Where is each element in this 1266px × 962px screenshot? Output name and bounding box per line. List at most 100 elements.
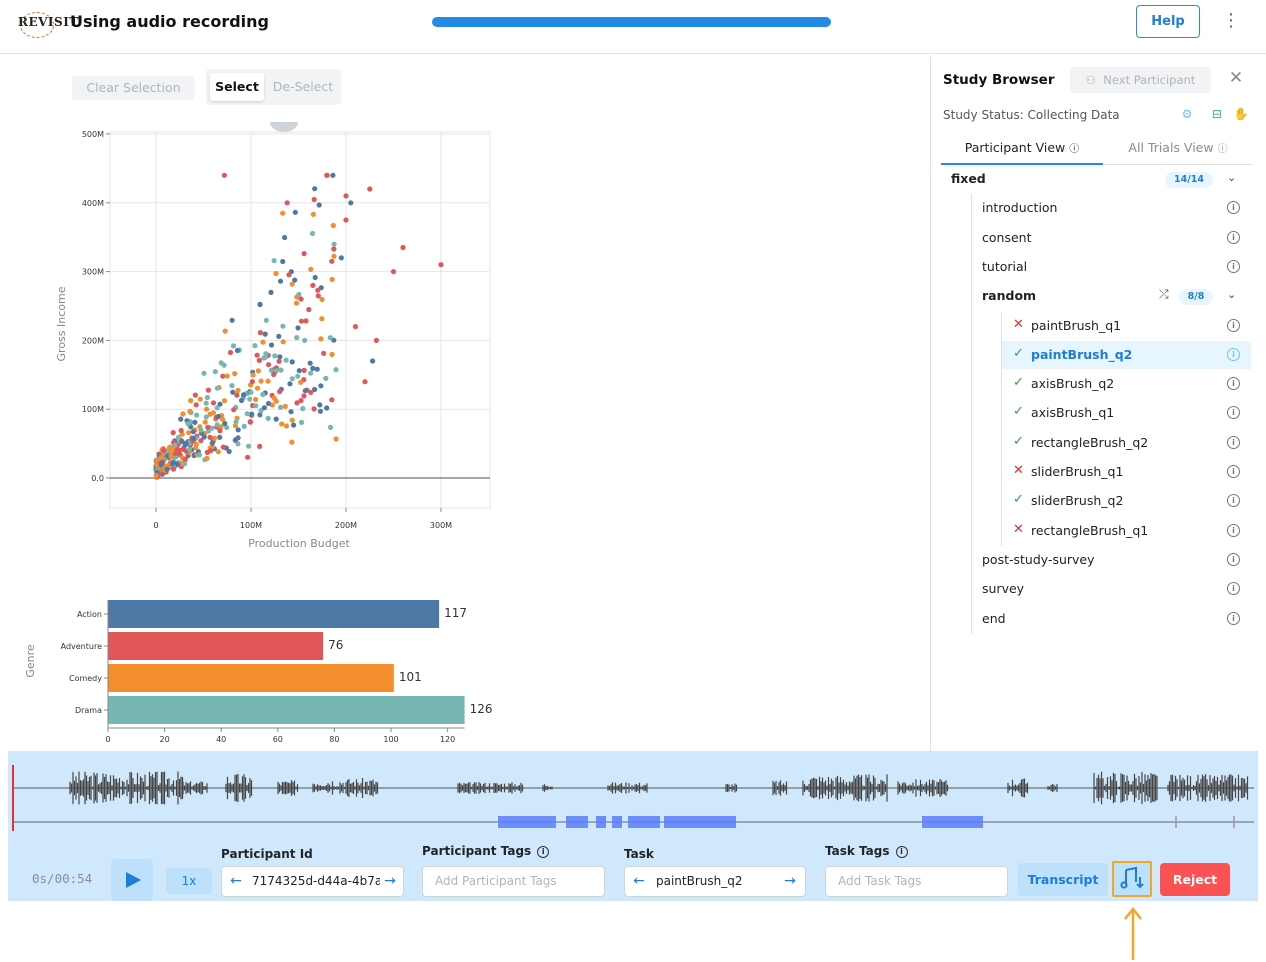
chevron-down-icon[interactable]: ⌄ <box>1227 288 1237 302</box>
chevron-down-icon[interactable]: ⌄ <box>1227 171 1237 184</box>
tree-item-introduction[interactable]: introduction i <box>931 194 1266 222</box>
tab-participant-view[interactable]: Participant View ⓘ <box>941 133 1103 165</box>
select-button[interactable]: Select <box>210 73 264 101</box>
tree-item-axisBrush_q1[interactable]: axisBrush_q1 ✓ i <box>931 399 1266 427</box>
scatter-tick-label-x: 0 <box>153 521 158 530</box>
participant-tags-input[interactable]: Add Participant Tags <box>422 866 605 897</box>
info-icon[interactable]: i <box>1227 435 1240 449</box>
playback-speed-button[interactable]: 1x <box>166 868 212 894</box>
tree-item-label: rectangleBrush_q2 <box>1031 434 1149 450</box>
scatter-point <box>283 357 289 363</box>
scatter-point <box>273 398 279 404</box>
hand-icon[interactable]: ✋ <box>1233 107 1249 121</box>
info-icon[interactable]: i <box>1227 347 1240 361</box>
scatter-point <box>229 383 235 389</box>
play-button[interactable] <box>111 859 153 901</box>
tree-block-fixed[interactable]: fixed 14/14 ⌄ <box>931 165 1266 193</box>
genre-bar-chart[interactable]: 117 76 101 126 Action Adventure Comedy Drama 0 2… <box>18 588 498 750</box>
info-icon[interactable]: i <box>1227 406 1240 420</box>
scatter-point <box>362 379 368 385</box>
tree-item-sliderBrush_q1[interactable]: sliderBrush_q1 ✕ i <box>931 458 1266 486</box>
scatter-point <box>190 429 196 435</box>
clear-selection-button[interactable]: Clear Selection <box>72 76 195 100</box>
scatter-point <box>187 408 193 414</box>
info-icon[interactable]: i <box>1227 523 1240 537</box>
scatter-point <box>244 411 250 417</box>
tree-item-axisBrush_q2[interactable]: axisBrush_q2 ✓ i <box>931 370 1266 398</box>
arrow-left-icon[interactable]: ← <box>633 873 645 889</box>
brush-handle-icon[interactable] <box>270 122 298 132</box>
info-icon[interactable]: i <box>1227 230 1240 244</box>
arrow-right-icon[interactable]: → <box>380 867 400 896</box>
transcript-button[interactable]: Transcript <box>1018 863 1108 896</box>
scatter-point <box>258 378 264 384</box>
tree-block-random[interactable]: random 8/8 ⌄ <box>931 282 1266 310</box>
info-icon[interactable]: i <box>1227 465 1240 478</box>
info-icon[interactable]: i <box>1227 259 1240 273</box>
tree-item-post-study-survey[interactable]: post-study-survey i <box>931 546 1266 574</box>
tree-item-rectangleBrush_q2[interactable]: rectangleBrush_q2 ✓ i <box>931 429 1266 457</box>
scatter-point <box>291 422 297 428</box>
settings-search-icon[interactable]: ⚙ <box>1181 107 1193 121</box>
scatter-point <box>327 424 334 430</box>
transcript-segment <box>922 816 983 828</box>
scatter-point <box>273 368 279 374</box>
info-icon[interactable]: i <box>1227 201 1240 215</box>
info-icon[interactable]: i <box>1227 611 1240 625</box>
tab-all-trials-view[interactable]: All Trials View ⓘ <box>1103 133 1253 165</box>
scatter-point <box>338 255 344 261</box>
kebab-icon[interactable]: ⋮ <box>1222 10 1240 31</box>
info-icon[interactable]: i <box>1227 494 1240 508</box>
audio-waveform[interactable] <box>8 759 1258 839</box>
download-audio-button[interactable] <box>1112 861 1152 897</box>
info-icon[interactable]: i <box>1227 377 1240 391</box>
scatter-point <box>182 461 188 467</box>
scatter-point <box>308 370 314 376</box>
scatter-point <box>288 409 294 415</box>
scatter-point <box>230 389 236 395</box>
bar-tick-label-x: 60 <box>273 735 283 744</box>
info-icon[interactable]: i <box>1227 318 1240 332</box>
tree-item-tutorial[interactable]: tutorial i <box>931 253 1266 281</box>
scatter-point <box>273 270 279 277</box>
scatter-point <box>214 422 220 428</box>
scatter-point <box>315 287 321 293</box>
arrow-left-icon[interactable]: ← <box>230 873 242 889</box>
deselect-button[interactable]: De-Select <box>272 79 334 94</box>
scatter-point <box>312 386 318 393</box>
inbox-icon[interactable]: ⊟ <box>1211 107 1223 121</box>
scatter-point <box>217 434 223 440</box>
arrow-right-icon[interactable]: → <box>784 873 796 889</box>
tree-item-sliderBrush_q2[interactable]: sliderBrush_q2 ✓ i <box>931 487 1266 515</box>
scatter-point <box>307 360 313 366</box>
participant-id-field[interactable]: ← 7174325d-d44a-4b7a → <box>221 866 404 897</box>
bar-category-label: Action <box>77 610 102 619</box>
scatter-point <box>222 328 228 334</box>
scatter-point <box>222 420 228 426</box>
help-button[interactable]: Help <box>1136 5 1200 38</box>
transcript-segment <box>566 816 588 828</box>
task-field[interactable]: ← paintBrush_q2 → <box>624 866 806 897</box>
scatter-point <box>160 448 167 454</box>
scatter-point <box>317 408 323 414</box>
tree-item-rectangleBrush_q1[interactable]: rectangleBrush_q1 ✕ i <box>931 517 1266 545</box>
reject-button[interactable]: Reject <box>1160 863 1230 896</box>
next-participant-button[interactable]: ⚇ Next Participant <box>1070 67 1211 93</box>
tree-item-paintBrush_q1[interactable]: paintBrush_q1 ✕ i <box>931 312 1266 340</box>
task-tags-input[interactable]: Add Task Tags <box>825 866 1008 897</box>
scatter-point <box>261 355 267 361</box>
close-icon[interactable]: ✕ <box>1228 68 1244 88</box>
scatter-point <box>298 397 304 404</box>
info-icon[interactable]: i <box>1227 582 1240 596</box>
tree-item-consent[interactable]: consent i <box>931 224 1266 252</box>
scatter-point <box>319 296 325 303</box>
info-icon[interactable]: i <box>1227 552 1240 566</box>
tree-item-paintBrush_q2[interactable]: paintBrush_q2 ✓ i <box>1001 340 1251 369</box>
scatter-point <box>260 391 266 398</box>
scatter-point <box>180 411 186 417</box>
scatter-plot[interactable]: 0 100M 200M 300M 0.0 100M 200M 300M 400M 500M Pro… <box>40 110 510 560</box>
tree-item-end[interactable]: end i <box>931 605 1266 633</box>
tree-item-survey[interactable]: survey i <box>931 575 1266 603</box>
scatter-point <box>315 293 321 299</box>
